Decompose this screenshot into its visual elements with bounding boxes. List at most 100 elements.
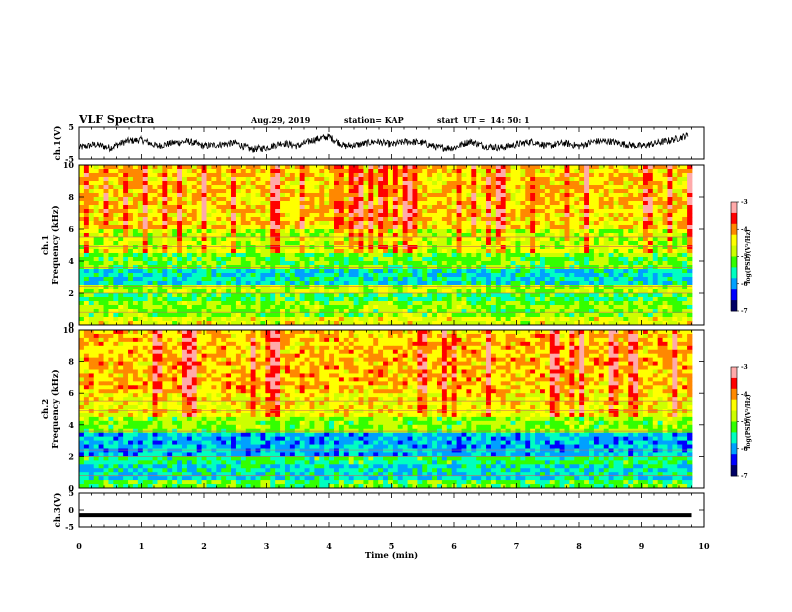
ch1-spectrogram-cell [584,229,590,234]
ch1-spectrogram-cell [128,261,134,266]
ch1-spectrogram-cell [275,277,281,282]
ch1-spectrogram-cell [275,225,281,230]
ch1-spectrogram-cell [623,301,629,306]
ch1-spectrogram-cell [387,225,394,230]
ch1-spectrogram-cell [623,281,629,286]
ch1-spectrogram-cell [559,253,565,258]
ch1-spectrogram-cell [196,165,202,170]
ch1-spectrogram-cell [623,181,629,186]
ch1-spectrogram-cell [564,205,570,210]
ch1-spectrogram-cell [520,205,526,210]
ch1-spectrogram-cell [402,269,408,274]
ch1-spectrogram-cell [564,221,570,226]
ch1-spectrogram-cell [383,269,389,274]
ch1-spectrogram-cell [314,213,320,218]
ch1-spectrogram-cell [623,229,629,234]
ch1-spectrogram-cell [98,185,104,190]
ch1-spectrogram-cell [289,297,296,302]
ch1-spectrogram-cell [334,289,340,294]
ch1-spectrogram-cell [123,297,129,302]
ch1-spectrogram-cell [206,225,212,230]
ch1-spectrogram-cell [623,233,629,238]
ch1-spectrogram-cell [441,181,448,186]
ch1-spectrogram-cell [177,245,183,250]
ch1-spectrogram-cell [338,285,345,290]
ch1-spectrogram-cell [383,205,389,210]
ch1-spectrogram-cell [387,169,394,174]
ch1-spectrogram-cell [162,293,168,298]
ch1-spectrogram-cell [299,257,305,262]
ch1-spectrogram-cell [417,197,423,202]
ch1-spectrogram-cell [196,305,202,310]
ch1-spectrogram-cell [598,213,605,218]
ch1-spectrogram-cell [436,189,443,194]
ch1-spectrogram-cell [304,253,310,258]
ch1-spectrogram-cell [319,261,325,266]
ch1-spectrogram-cell [221,261,227,266]
ch1-spectrogram-cell [520,165,526,170]
ch1-spectrogram-cell [299,241,305,246]
ch1-spectrogram-cell [211,309,217,314]
ch1-spectrogram-cell [358,213,364,218]
ch1-spectrogram-cell [206,249,212,254]
ch1-spectrogram-cell [363,197,369,202]
ch1-spectrogram-cell [633,173,639,178]
ch1-spectrogram-cell [461,293,467,298]
ch1-spectrogram-cell [422,281,428,286]
ch1-spectrogram-cell [476,293,482,298]
ch1-spectrogram-cell [275,241,281,246]
ch1-spectrogram-cell [554,225,560,230]
ch1-spectrogram-cell [461,213,467,218]
ch1-spectrogram-cell [618,293,624,298]
ch1-spectrogram-cell [250,269,256,274]
ch1-spectrogram-cell [549,229,556,234]
ch1-spectrogram-cell [682,281,688,286]
ch1-spectrogram-cell [432,205,438,210]
ch1-spectrogram-cell [98,197,104,202]
ch1-spectrogram-cell [245,281,252,286]
ch1-spectrogram-cell [451,297,457,302]
ch1-spectrogram-cell [412,193,418,198]
ch1-spectrogram-cell [549,257,556,262]
ch1-spectrogram-cell [422,189,428,194]
ch1-spectrogram-cell [98,273,104,278]
ch1-spectrogram-cell [579,241,585,246]
ch1-spectrogram-cell [280,285,286,290]
ch1-spectrogram-cell [324,301,330,306]
ch1-spectrogram-cell [108,317,114,322]
ch1-spectrogram-cell [427,297,433,302]
ch1-spectrogram-cell [142,245,149,250]
ch1-spectrogram-cell [88,169,95,174]
ch1-spectrogram-cell [93,177,100,182]
ch1-spectrogram-cell [147,253,153,258]
ch1-spectrogram-cell [539,181,546,186]
ch1-spectrogram-cell [505,273,511,278]
ch1-spectrogram-cell [628,309,634,314]
ch1-spectrogram-cell [206,237,212,242]
ch1-spectrogram-cell [584,257,590,262]
ch1-spectrogram-cell [510,173,516,178]
ch1-spectrogram-cell [535,169,541,174]
ch1-spectrogram-cell [525,169,531,174]
ch1-spectrogram-cell [172,257,178,262]
ch1-spectrogram-cell [113,233,119,238]
ch1-spectrogram-cell [642,173,649,178]
ch1-spectrogram-cell [201,245,207,250]
ch1-spectrogram-cell [373,297,379,302]
ch1-spectrogram-cell [593,305,600,310]
ch1-spectrogram-cell [373,205,379,210]
ch1-spectrogram-cell [172,253,178,258]
ch1-spectrogram-cell [162,197,168,202]
ch1-spectrogram-cell [343,249,350,254]
ch1-spectrogram-cell [245,253,252,258]
ch1-spectrogram-cell [196,289,202,294]
ch1-spectrogram-cell [221,313,227,318]
ch1-spectrogram-cell [142,289,149,294]
ch1-spectrogram-cell [98,269,104,274]
ch1-spectrogram-cell [260,169,266,174]
ch1-spectrogram-cell [368,277,374,282]
ch1-spectrogram-cell [603,173,610,178]
ch1-spectrogram-cell [186,197,193,202]
ch1-spectrogram-cell [324,177,330,182]
ch1-spectrogram-cell [329,253,335,258]
